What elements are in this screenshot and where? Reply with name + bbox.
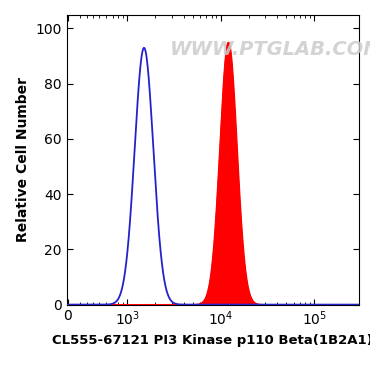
X-axis label: CL555-67121 PI3 Kinase p110 Beta(1B2A1): CL555-67121 PI3 Kinase p110 Beta(1B2A1) — [53, 334, 370, 346]
Text: WWW.PTGLAB.COM: WWW.PTGLAB.COM — [170, 40, 370, 59]
Y-axis label: Relative Cell Number: Relative Cell Number — [16, 77, 30, 242]
